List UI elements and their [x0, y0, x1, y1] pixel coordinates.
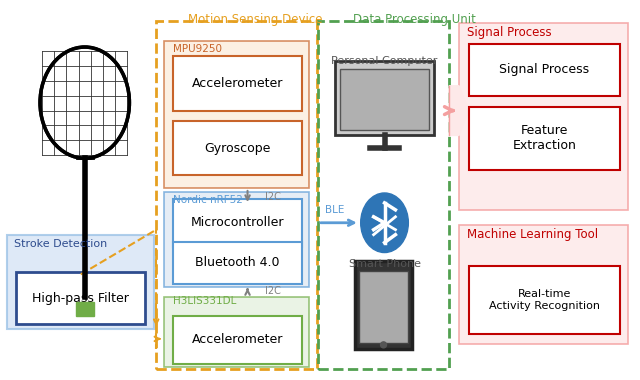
Text: Gyroscope: Gyroscope — [204, 142, 271, 155]
Text: I2C: I2C — [266, 286, 281, 296]
FancyArrow shape — [449, 86, 469, 135]
Text: High-pass Filter: High-pass Filter — [33, 292, 129, 305]
Text: MPU9250: MPU9250 — [173, 44, 222, 54]
Bar — [173, 199, 302, 247]
Bar — [173, 316, 302, 364]
Bar — [459, 225, 628, 344]
Text: Machine Learning Tool: Machine Learning Tool — [467, 228, 598, 241]
Ellipse shape — [40, 47, 129, 158]
Text: Signal Process: Signal Process — [499, 63, 589, 76]
Bar — [16, 272, 145, 324]
Text: Bluetooth 4.0: Bluetooth 4.0 — [195, 256, 280, 269]
Bar — [355, 261, 412, 349]
Bar — [469, 44, 620, 96]
Bar — [318, 21, 449, 369]
Bar — [76, 302, 93, 316]
Bar — [358, 271, 408, 343]
Text: I2C: I2C — [266, 192, 281, 202]
Bar — [173, 120, 302, 175]
Text: Accelerometer: Accelerometer — [192, 77, 284, 90]
Bar — [459, 23, 628, 210]
Text: BLE: BLE — [325, 205, 344, 215]
Text: Personal Computer: Personal Computer — [332, 56, 438, 66]
Text: Real-time
Activity Recognition: Real-time Activity Recognition — [489, 290, 600, 311]
Bar — [469, 266, 620, 334]
Ellipse shape — [361, 193, 408, 253]
Text: Smart Phone: Smart Phone — [349, 260, 420, 269]
Bar — [173, 242, 302, 284]
Text: Nordic nRF52: Nordic nRF52 — [173, 195, 243, 205]
Text: Feature
Extraction: Feature Extraction — [513, 124, 576, 152]
Bar — [7, 235, 154, 329]
Bar — [340, 69, 429, 130]
Bar — [164, 297, 309, 367]
Circle shape — [381, 342, 387, 348]
Text: Stroke Detection: Stroke Detection — [14, 239, 108, 249]
Text: Motion Sensing Device: Motion Sensing Device — [188, 13, 323, 26]
Text: Signal Process: Signal Process — [467, 26, 552, 39]
Bar — [164, 41, 309, 188]
Bar — [156, 21, 317, 369]
Text: H3LIS331DL: H3LIS331DL — [173, 296, 236, 306]
Bar — [335, 61, 434, 135]
Bar — [469, 107, 620, 170]
Bar — [173, 56, 302, 111]
Text: Microcontroller: Microcontroller — [191, 216, 284, 229]
Text: Accelerometer: Accelerometer — [192, 333, 284, 347]
Bar — [164, 192, 309, 287]
Text: Data Processing Unit: Data Processing Unit — [353, 13, 476, 26]
